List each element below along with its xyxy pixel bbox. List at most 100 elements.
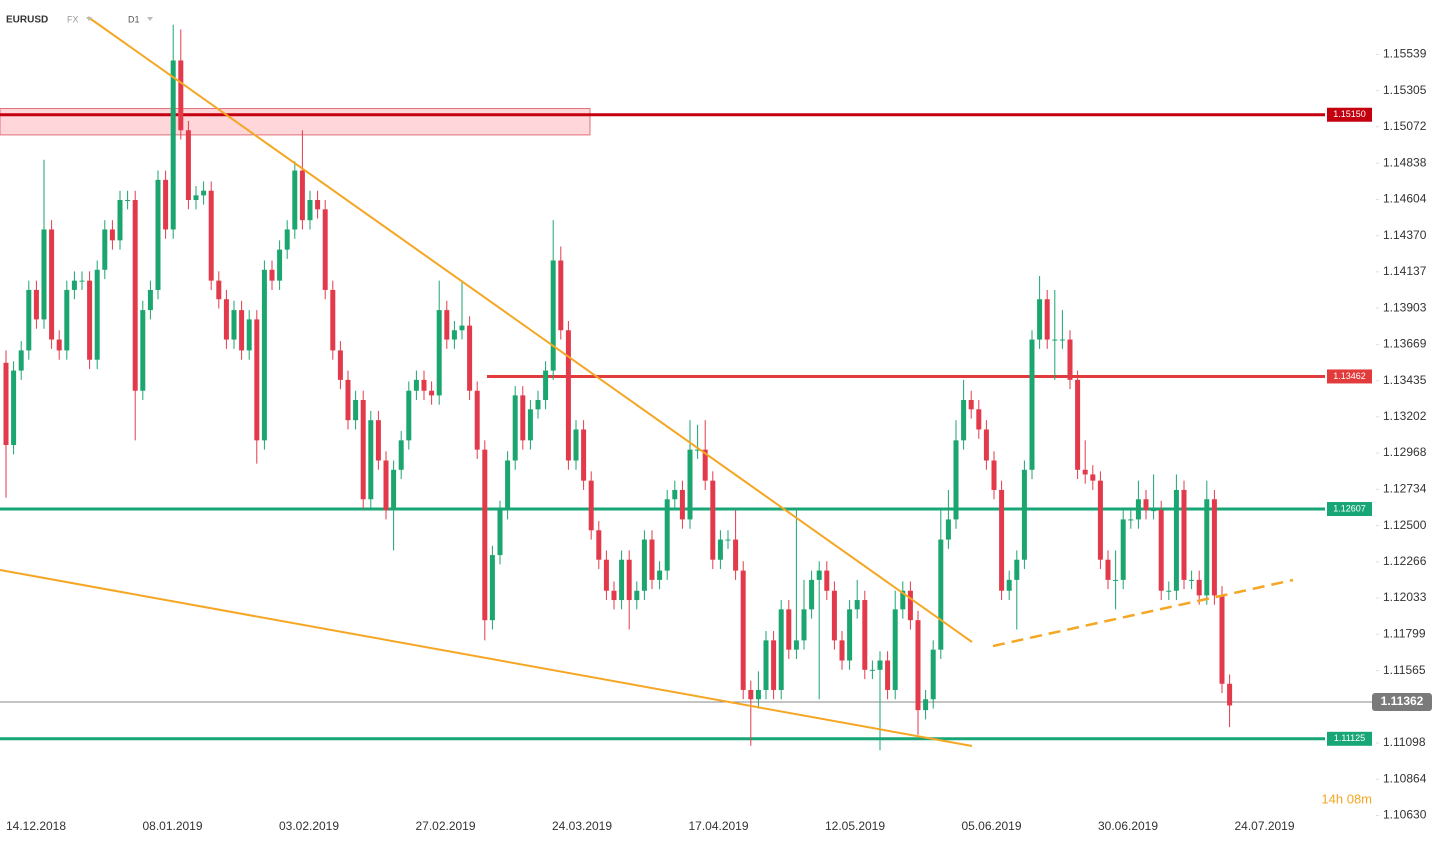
candle-body — [391, 469, 397, 511]
candle-body — [277, 249, 283, 281]
candle-body — [1166, 590, 1172, 592]
candle-body — [930, 649, 936, 700]
candle-body — [1052, 339, 1058, 341]
candle-body — [398, 440, 404, 470]
candle-body — [558, 260, 564, 331]
level-label: 1.11125 — [1334, 733, 1365, 743]
level-label: 1.15150 — [1333, 109, 1366, 119]
candle-body — [421, 379, 427, 391]
x-tick-label: 12.05.2019 — [825, 819, 885, 833]
candle-body — [1059, 339, 1065, 341]
candle-body — [1037, 299, 1043, 340]
candle-body — [1143, 499, 1149, 511]
candle-body — [284, 229, 290, 250]
candle-body — [809, 579, 815, 610]
candle-body — [520, 395, 526, 441]
candle-body — [991, 460, 997, 490]
level-label-box — [1327, 731, 1372, 746]
candle-body — [945, 519, 951, 540]
y-tick-label: 1.13202 — [1383, 409, 1427, 423]
candle-body — [87, 280, 93, 360]
candle-body — [292, 170, 298, 230]
candle-body — [793, 640, 799, 650]
candle-body — [1211, 499, 1217, 596]
y-tick-label: 1.12266 — [1383, 554, 1427, 568]
candle-body — [79, 280, 85, 282]
candle-body — [383, 460, 389, 511]
candle-body — [345, 379, 351, 421]
candle-body — [1227, 683, 1233, 706]
candle-body — [1090, 474, 1096, 481]
candle-body — [33, 289, 39, 320]
level-label-box — [1327, 107, 1372, 122]
candle-body — [1219, 595, 1225, 684]
candle-body — [588, 480, 594, 531]
candle-body — [140, 310, 146, 391]
candle-body — [824, 570, 830, 591]
x-tick-label: 17.04.2019 — [688, 819, 748, 833]
candle-body — [999, 489, 1005, 591]
candle-body — [56, 339, 62, 351]
candle-body — [657, 570, 663, 580]
candle-body — [3, 362, 9, 445]
level-label-box — [1327, 369, 1372, 384]
candle-body — [11, 370, 17, 445]
symbol[interactable]: EURUSD — [6, 15, 48, 26]
candle-body — [816, 570, 822, 580]
candle-body — [847, 609, 853, 661]
candle-body — [725, 539, 731, 541]
trend-line-dashed — [992, 578, 1294, 648]
candle-body — [786, 609, 792, 650]
candle-body — [1006, 579, 1012, 591]
y-tick-label: 1.13669 — [1383, 337, 1427, 351]
candle-body — [109, 229, 115, 241]
candle-body — [976, 409, 982, 430]
candle-body — [64, 289, 70, 351]
candle-body — [375, 420, 381, 461]
candle-body — [269, 269, 275, 281]
candle-body — [983, 429, 989, 461]
candle-body — [907, 590, 913, 621]
candle-body — [444, 310, 450, 340]
candle-body — [641, 539, 647, 591]
y-tick-label: 1.10630 — [1383, 808, 1427, 822]
candle-body — [429, 390, 435, 396]
candle-body — [695, 449, 701, 451]
y-tick-label: 1.14370 — [1383, 228, 1427, 242]
dropdown-icon[interactable] — [86, 17, 92, 21]
current-price-box — [1372, 693, 1432, 712]
x-tick-label: 14.12.2018 — [6, 819, 66, 833]
dropdown-icon[interactable] — [147, 17, 153, 21]
candle-body — [1113, 579, 1119, 581]
candle-body — [459, 325, 465, 331]
candle-body — [1151, 510, 1157, 512]
candle-body — [467, 325, 473, 391]
candle-body — [155, 179, 161, 290]
y-tick-label: 1.11799 — [1383, 626, 1426, 640]
candle-body — [748, 689, 754, 700]
candle-body — [216, 280, 222, 300]
candle-body — [413, 379, 419, 391]
candle-body — [307, 200, 313, 221]
candle-body — [961, 400, 967, 441]
candle-body — [1105, 559, 1111, 580]
candle-body — [231, 310, 237, 340]
candle-body — [573, 429, 579, 461]
candle-body — [117, 200, 123, 241]
candle-body — [1189, 579, 1195, 581]
candle-body — [474, 390, 480, 450]
candle-body — [132, 200, 138, 391]
candle-body — [565, 330, 571, 461]
y-tick-label: 1.12968 — [1383, 445, 1427, 459]
y-tick-label: 1.13435 — [1383, 373, 1427, 387]
candle-body — [1082, 469, 1088, 475]
candle-body — [626, 559, 632, 601]
candle-body — [170, 60, 176, 230]
y-tick-label: 1.11565 — [1383, 663, 1426, 677]
candle-body — [839, 640, 845, 661]
candle-body — [877, 660, 883, 670]
y-tick-label: 1.14137 — [1383, 264, 1427, 278]
timeframe[interactable]: D1 — [128, 14, 140, 24]
candle-body — [1173, 489, 1179, 591]
candle-body — [71, 280, 77, 290]
